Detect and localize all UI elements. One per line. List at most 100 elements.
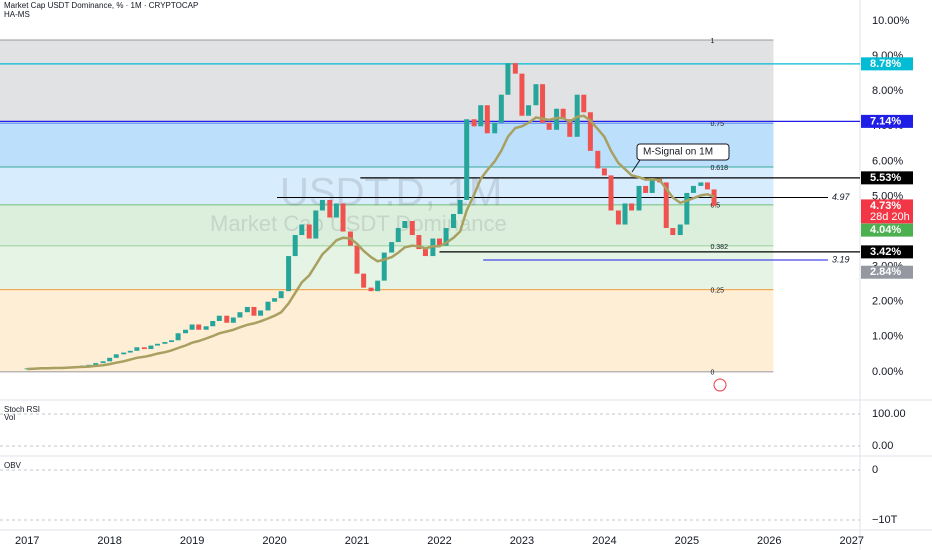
y-tick-label: 5.00% — [872, 190, 903, 202]
price-label-bg — [861, 171, 913, 185]
candle — [381, 252, 387, 281]
candle — [127, 350, 133, 353]
candle — [484, 105, 490, 134]
candle — [471, 119, 477, 127]
y-tick-label: 2.00% — [872, 296, 903, 308]
candle — [251, 306, 257, 316]
candle — [684, 192, 690, 225]
candle — [100, 361, 106, 364]
price-label-bg — [861, 245, 913, 259]
annotation-box — [636, 143, 730, 161]
candle — [498, 94, 504, 123]
candle — [224, 315, 230, 323]
candle — [210, 320, 216, 327]
fib-label: 0 — [710, 370, 714, 377]
x-tick-label: 2021 — [345, 535, 369, 547]
candle — [237, 312, 243, 318]
candle — [354, 245, 360, 274]
pane-title: OBV — [4, 461, 22, 470]
candle — [203, 326, 209, 330]
candle — [183, 329, 189, 334]
candle — [216, 315, 222, 321]
candle — [670, 228, 676, 236]
candle — [230, 317, 236, 323]
candle — [278, 291, 284, 299]
candle — [333, 203, 339, 218]
fib-zone — [0, 289, 774, 372]
level-label: 4.97 — [832, 192, 851, 202]
x-tick-label: 2026 — [757, 535, 781, 547]
countdown: 28d 20h — [870, 211, 910, 223]
candle — [265, 301, 271, 311]
candle — [526, 105, 532, 116]
candle — [643, 185, 649, 193]
x-tick-label: 2020 — [262, 535, 286, 547]
candle — [306, 224, 312, 239]
pane-tick-label: 0 — [872, 464, 878, 476]
price-label: 4.73% — [870, 200, 901, 212]
price-label-bg — [861, 114, 913, 128]
fib-label: 0.75 — [710, 121, 724, 128]
y-tick-label: 10.00% — [872, 15, 910, 27]
price-label-bg — [861, 223, 913, 237]
candle — [175, 333, 181, 341]
candle — [663, 182, 669, 229]
candle — [540, 84, 546, 123]
price-label-bg — [861, 57, 913, 71]
candle — [567, 119, 573, 137]
candle — [690, 185, 696, 193]
pane-sub: Vol — [4, 413, 15, 422]
candle — [299, 224, 305, 236]
candle — [533, 84, 539, 106]
candle — [457, 199, 463, 214]
candle — [93, 363, 99, 365]
x-tick-label: 2023 — [510, 535, 534, 547]
event-icon[interactable] — [713, 378, 727, 392]
y-tick-label: 6.00% — [872, 155, 903, 167]
x-tick-label: 2018 — [97, 535, 121, 547]
candle — [134, 347, 140, 351]
candle — [443, 228, 449, 246]
candle — [649, 178, 655, 193]
candle — [86, 364, 92, 366]
candle — [196, 324, 202, 330]
candle — [554, 108, 560, 130]
x-tick-label: 2027 — [840, 535, 864, 547]
candle — [711, 189, 717, 206]
fib-label: 0.5 — [710, 203, 720, 210]
candle — [189, 324, 195, 330]
candle — [375, 280, 381, 292]
candle — [560, 108, 566, 120]
candle — [107, 357, 113, 362]
candle — [272, 298, 278, 302]
price-label: 2.84% — [870, 266, 901, 278]
candle — [389, 242, 395, 253]
candle — [608, 175, 614, 211]
candle — [327, 199, 333, 218]
candle — [368, 287, 374, 292]
fib-zone — [0, 39, 774, 124]
candle — [492, 122, 498, 134]
chart-title: Market Cap USDT Dominance, % · 1M · CRYP… — [4, 1, 198, 10]
candle — [512, 63, 518, 74]
candle — [340, 203, 346, 232]
candle — [162, 342, 168, 344]
fib-label: 0.382 — [710, 244, 728, 251]
candle — [148, 345, 154, 350]
fib-label: 0.25 — [710, 288, 724, 295]
candle — [636, 185, 642, 211]
candle — [422, 249, 428, 257]
candle — [141, 347, 147, 350]
pane-tick-label: 100.00 — [872, 408, 906, 420]
candle — [121, 352, 127, 355]
candle — [319, 199, 325, 211]
x-tick-label: 2025 — [675, 535, 699, 547]
x-tick-label: 2022 — [427, 535, 451, 547]
candle — [292, 235, 298, 257]
candle — [169, 340, 175, 343]
price-label-bg — [861, 265, 913, 279]
candle — [464, 119, 470, 200]
level-label: 3.19 — [832, 254, 850, 264]
